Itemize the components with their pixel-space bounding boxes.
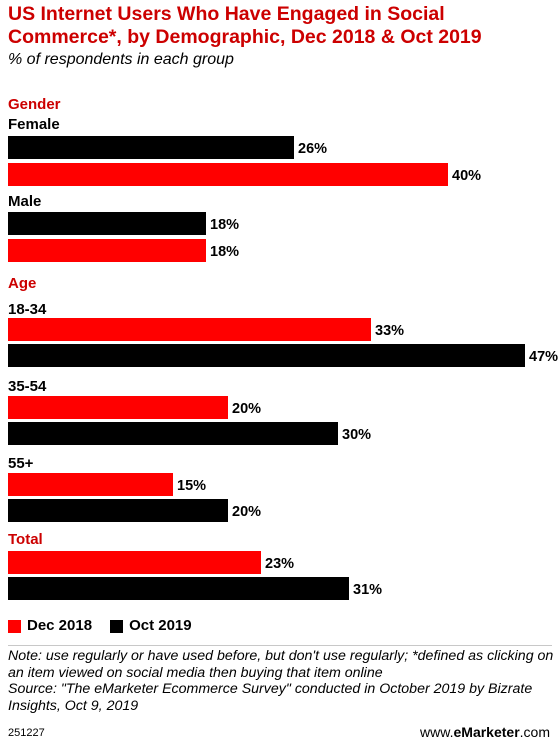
legend-item-dec-2018: Dec 2018 xyxy=(8,616,92,636)
data-label-18-34-oct-2019: 47% xyxy=(529,349,558,365)
category-label-male: Male xyxy=(8,193,41,210)
data-label-male-oct-2019: 18% xyxy=(210,217,239,233)
group-heading-age: Age xyxy=(8,275,36,292)
chart-note: Note: use regularly or have used before,… xyxy=(8,648,556,714)
bar-18-34-dec-2018 xyxy=(8,318,371,341)
data-label-female-dec-2018: 40% xyxy=(452,168,481,184)
chart-legend: Dec 2018 Oct 2019 xyxy=(8,616,192,636)
group-heading-total: Total xyxy=(8,531,43,548)
legend-item-oct-2019: Oct 2019 xyxy=(110,616,192,636)
legend-label-oct-2019: Oct 2019 xyxy=(129,617,192,634)
data-label-55-dec-2018: 15% xyxy=(177,478,206,494)
bar-35-54-oct-2019 xyxy=(8,422,338,445)
bar-total-dec-2018 xyxy=(8,551,261,574)
group-heading-gender: Gender xyxy=(8,96,61,113)
chart-id: 251227 xyxy=(8,727,45,739)
brand-prefix: www. xyxy=(420,724,454,740)
chart-title: US Internet Users Who Have Engaged in So… xyxy=(8,3,482,48)
brand-logo: www.eMarketer.com xyxy=(420,724,550,740)
legend-swatch-oct-2019 xyxy=(110,619,124,633)
bar-male-dec-2018 xyxy=(8,239,206,262)
data-label-total-dec-2018: 23% xyxy=(265,556,294,572)
data-label-35-54-dec-2018: 20% xyxy=(232,401,261,417)
bar-55-dec-2018 xyxy=(8,473,173,496)
bar-55-oct-2019 xyxy=(8,499,228,522)
category-label-female: Female xyxy=(8,116,60,133)
chart-plot: Gender Female 26% 40% Male 18% 18% Age 18-34 33% 4… xyxy=(8,96,558,600)
legend-label-dec-2018: Dec 2018 xyxy=(27,617,93,634)
data-label-55-oct-2019: 20% xyxy=(232,504,261,520)
bar-female-oct-2019 xyxy=(8,136,294,159)
data-label-18-34-dec-2018: 33% xyxy=(375,323,404,339)
data-label-35-54-oct-2019: 30% xyxy=(342,427,371,443)
bar-total-oct-2019 xyxy=(8,577,349,600)
source-text: Source: "The eMarketer Ecommerce Survey"… xyxy=(8,681,533,714)
footer-divider xyxy=(8,645,552,646)
brand-name: eMarketer xyxy=(453,724,520,740)
data-label-total-oct-2019: 31% xyxy=(353,582,382,598)
chart-subtitle: % of respondents in each group xyxy=(8,51,234,68)
category-label-18-34: 18-34 xyxy=(8,301,47,318)
bar-female-dec-2018 xyxy=(8,163,448,186)
bar-male-oct-2019 xyxy=(8,212,206,235)
brand-suffix: .com xyxy=(519,724,550,740)
data-label-female-oct-2019: 26% xyxy=(298,141,327,157)
data-label-male-dec-2018: 18% xyxy=(210,244,239,260)
category-label-55: 55+ xyxy=(8,455,34,472)
category-label-35-54: 35-54 xyxy=(8,378,47,395)
note-text: Note: use regularly or have used before,… xyxy=(8,648,554,681)
bar-35-54-dec-2018 xyxy=(8,396,228,419)
bar-18-34-oct-2019 xyxy=(8,344,525,367)
legend-swatch-dec-2018 xyxy=(8,619,21,633)
